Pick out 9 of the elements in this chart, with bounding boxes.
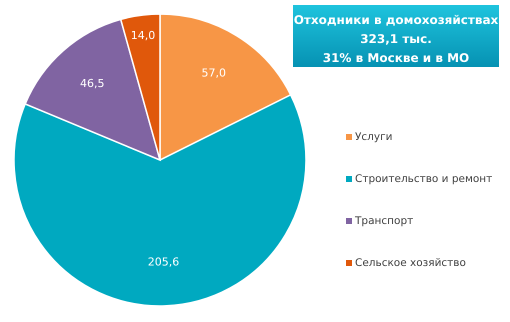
legend-label: Строительство и ремонт: [355, 173, 492, 185]
data-label: 14,0: [130, 29, 156, 42]
legend-label: Услуги: [355, 131, 392, 143]
legend-label: Транспорт: [354, 215, 414, 227]
legend-label: Сельское хозяйство: [355, 257, 466, 269]
data-label: 205,6: [148, 256, 180, 269]
data-label: 57,0: [202, 66, 226, 80]
text: Отходники в домохозяйствах 323,1 тыс. 31% в Москве и в МО: [294, 13, 499, 65]
data-label: 46,5: [80, 76, 105, 90]
